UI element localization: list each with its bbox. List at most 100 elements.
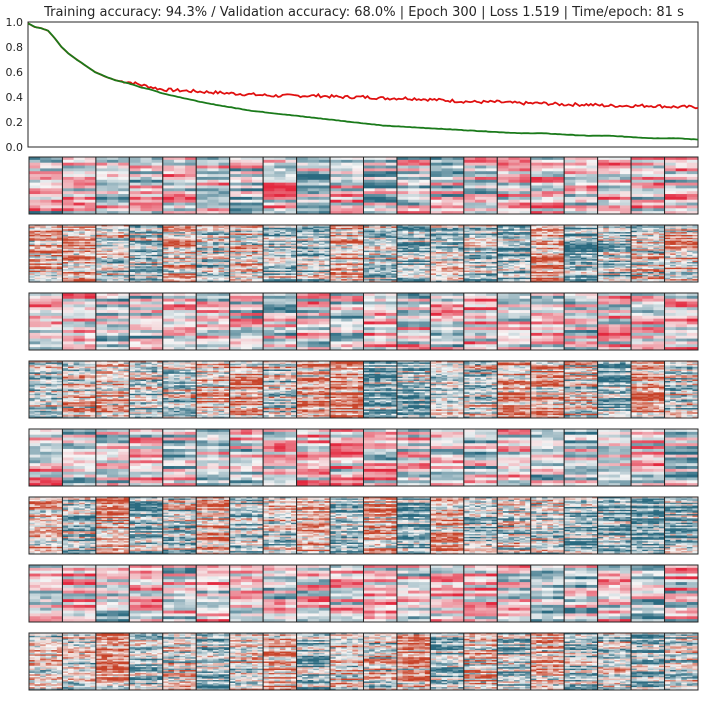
heatmap-cell xyxy=(129,186,141,189)
heatmap-cell xyxy=(553,177,565,180)
heatmap-cell xyxy=(676,200,688,203)
heatmap-cell xyxy=(386,186,398,189)
heatmap-cell xyxy=(386,194,398,197)
heatmap-panel xyxy=(29,225,63,282)
heatmap-cell xyxy=(497,171,509,174)
heatmap-cell xyxy=(85,205,97,208)
heatmap-cell xyxy=(263,194,275,197)
heatmap-cell xyxy=(330,177,342,180)
y-tick-label: 0.4 xyxy=(6,91,24,104)
heatmap-cell xyxy=(475,163,487,166)
heatmap-cell xyxy=(196,180,208,183)
heatmap-cell xyxy=(118,171,130,174)
heatmap-cell xyxy=(564,191,576,194)
heatmap-cell xyxy=(497,188,509,191)
heatmap-cell xyxy=(74,166,86,169)
heatmap-cell xyxy=(230,200,242,203)
heatmap-cell xyxy=(252,188,264,191)
heatmap-cell xyxy=(419,203,431,206)
plot-frame xyxy=(28,22,698,147)
heatmap-cell xyxy=(62,171,74,174)
heatmap-cell xyxy=(520,160,532,163)
heatmap-cell xyxy=(141,168,153,171)
heatmap-cell xyxy=(508,183,520,186)
heatmap-cell xyxy=(486,166,498,169)
heatmap-cell xyxy=(263,197,275,200)
heatmap-cell xyxy=(29,203,41,206)
heatmap-cell xyxy=(141,191,153,194)
heatmap-cell xyxy=(62,188,74,191)
heatmap-cell xyxy=(141,203,153,206)
heatmap-cell xyxy=(520,177,532,180)
heatmap-cell xyxy=(665,186,677,189)
heatmap-cell xyxy=(252,180,264,183)
heatmap-panel xyxy=(397,225,431,282)
heatmap-cell xyxy=(464,174,476,177)
heatmap-cell xyxy=(497,208,509,211)
heatmap-cell xyxy=(40,160,52,163)
heatmap-panel xyxy=(631,157,665,214)
heatmap-cell xyxy=(107,163,119,166)
heatmap-cell xyxy=(609,174,621,177)
heatmap-cell xyxy=(141,200,153,203)
heatmap-cell xyxy=(687,168,699,171)
heatmap-cell xyxy=(419,183,431,186)
heatmap-panel xyxy=(564,157,598,214)
heatmap-cell xyxy=(408,194,420,197)
heatmap-cell xyxy=(51,205,63,208)
heatmap-cell xyxy=(419,174,431,177)
heatmap-cell xyxy=(163,186,175,189)
heatmap-cell xyxy=(587,208,599,211)
heatmap-cell xyxy=(419,188,431,191)
heatmap-cell xyxy=(319,197,331,200)
heatmap-cell xyxy=(207,205,219,208)
heatmap-cell xyxy=(207,200,219,203)
heatmap-cell xyxy=(386,200,398,203)
heatmap-cell xyxy=(219,174,231,177)
heatmap-cell xyxy=(51,194,63,197)
heatmap-cell xyxy=(531,171,543,174)
heatmap-cell xyxy=(687,171,699,174)
heatmap-panel xyxy=(531,157,565,214)
heatmap-cell xyxy=(531,180,543,183)
heatmap-cell xyxy=(152,183,164,186)
heatmap-cell xyxy=(408,208,420,211)
heatmap-cell xyxy=(241,188,253,191)
heatmap-panel xyxy=(665,157,699,214)
heatmap-cell xyxy=(207,177,219,180)
heatmap-cell xyxy=(665,171,677,174)
heatmap-cell xyxy=(352,168,364,171)
heatmap-cell xyxy=(263,203,275,206)
heatmap-cell xyxy=(364,183,376,186)
heatmap-cell xyxy=(397,163,409,166)
heatmap-cell xyxy=(453,205,465,208)
heatmap-cell xyxy=(152,205,164,208)
heatmap-cell xyxy=(40,197,52,200)
heatmap-cell xyxy=(419,171,431,174)
heatmap-cell xyxy=(230,177,242,180)
heatmap-cell xyxy=(352,208,364,211)
heatmap-cell xyxy=(207,163,219,166)
heatmap-cell xyxy=(341,177,353,180)
heatmap-cell xyxy=(397,191,409,194)
heatmap-cell xyxy=(219,200,231,203)
heatmap-cell xyxy=(107,186,119,189)
heatmap-cell xyxy=(609,177,621,180)
heatmap-cell xyxy=(575,188,587,191)
heatmap-cell xyxy=(419,180,431,183)
heatmap-cell xyxy=(520,174,532,177)
heatmap-cell xyxy=(419,191,431,194)
heatmap-cell xyxy=(531,186,543,189)
heatmap-cell xyxy=(330,180,342,183)
heatmap-cell xyxy=(642,208,654,211)
heatmap-panel xyxy=(196,157,230,214)
heatmap-cell xyxy=(51,163,63,166)
heatmap-cell xyxy=(263,168,275,171)
heatmap-cell xyxy=(152,203,164,206)
heatmap-cell xyxy=(587,163,599,166)
heatmap-cell xyxy=(464,205,476,208)
heatmap-cell xyxy=(196,208,208,211)
heatmap-cell xyxy=(475,171,487,174)
heatmap-cell xyxy=(141,208,153,211)
heatmap-cell xyxy=(341,171,353,174)
